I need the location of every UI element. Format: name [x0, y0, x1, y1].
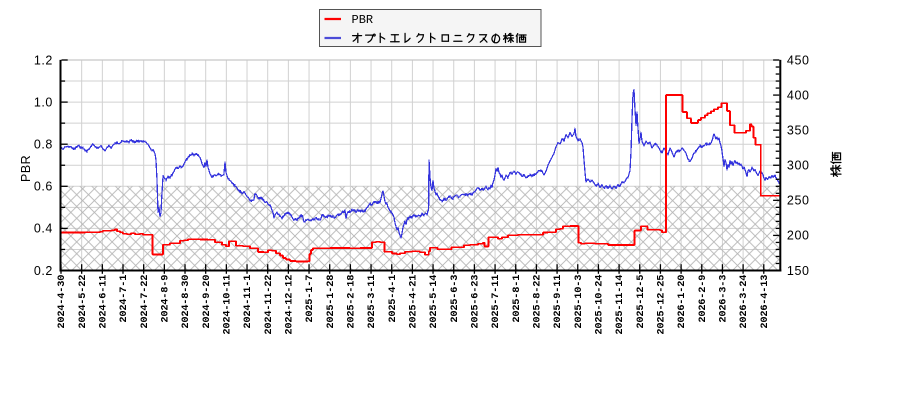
svg-text:2025-12-25: 2025-12-25	[656, 275, 668, 335]
svg-text:2024-11-22: 2024-11-22	[263, 275, 275, 335]
svg-text:2025-5-14: 2025-5-14	[428, 275, 440, 329]
svg-text:2024-10-11: 2024-10-11	[221, 275, 233, 335]
svg-text:450: 450	[787, 53, 810, 67]
svg-text:2024-8-9: 2024-8-9	[159, 275, 171, 323]
svg-text:200: 200	[787, 229, 810, 243]
svg-text:250: 250	[787, 194, 810, 208]
svg-text:150: 150	[787, 264, 810, 278]
svg-text:2025-12-5: 2025-12-5	[635, 275, 647, 329]
svg-text:2025-2-18: 2025-2-18	[345, 275, 357, 329]
svg-text:2025-4-1: 2025-4-1	[387, 275, 399, 323]
svg-text:2024-12-12: 2024-12-12	[283, 275, 295, 335]
svg-text:2024-7-22: 2024-7-22	[139, 275, 151, 329]
svg-text:2025-8-22: 2025-8-22	[532, 275, 544, 329]
svg-text:2025-8-1: 2025-8-1	[511, 275, 523, 323]
svg-text:PBR: PBR	[19, 155, 33, 182]
svg-text:2024-4-30: 2024-4-30	[56, 275, 68, 329]
svg-text:0.6: 0.6	[34, 180, 53, 194]
svg-text:2026-4-13: 2026-4-13	[759, 275, 771, 329]
svg-text:2024-11-1: 2024-11-1	[242, 275, 254, 329]
svg-text:1.2: 1.2	[34, 53, 53, 67]
svg-text:350: 350	[787, 123, 810, 137]
svg-text:2025-10-24: 2025-10-24	[594, 275, 606, 335]
svg-text:2024-6-11: 2024-6-11	[97, 275, 109, 329]
svg-text:2024-9-20: 2024-9-20	[201, 275, 213, 329]
svg-text:1.0: 1.0	[34, 95, 53, 109]
svg-text:2025-4-21: 2025-4-21	[407, 275, 419, 329]
svg-text:PBR: PBR	[352, 13, 374, 27]
svg-text:0.4: 0.4	[34, 222, 53, 236]
svg-text:400: 400	[787, 88, 810, 102]
svg-text:2025-6-3: 2025-6-3	[449, 275, 461, 323]
svg-text:300: 300	[787, 159, 810, 173]
svg-text:2024-7-1: 2024-7-1	[118, 275, 130, 323]
svg-text:2024-5-22: 2024-5-22	[77, 275, 89, 329]
svg-text:2025-7-11: 2025-7-11	[490, 275, 502, 329]
svg-text:2024-8-30: 2024-8-30	[180, 275, 192, 329]
svg-text:2026-3-3: 2026-3-3	[718, 275, 730, 323]
svg-text:2026-3-24: 2026-3-24	[738, 275, 750, 329]
svg-text:2025-10-3: 2025-10-3	[573, 275, 585, 329]
svg-text:2026-2-9: 2026-2-9	[697, 275, 709, 323]
svg-text:2025-11-14: 2025-11-14	[614, 275, 626, 335]
svg-text:0.2: 0.2	[34, 264, 53, 278]
svg-text:2025-1-7: 2025-1-7	[304, 275, 316, 323]
svg-text:2025-9-11: 2025-9-11	[552, 275, 564, 329]
svg-text:2025-3-11: 2025-3-11	[366, 275, 378, 329]
svg-text:2026-1-20: 2026-1-20	[676, 275, 688, 329]
svg-text:2025-6-23: 2025-6-23	[470, 275, 482, 329]
svg-text:0.8: 0.8	[34, 138, 53, 152]
svg-text:2025-1-28: 2025-1-28	[325, 275, 337, 329]
